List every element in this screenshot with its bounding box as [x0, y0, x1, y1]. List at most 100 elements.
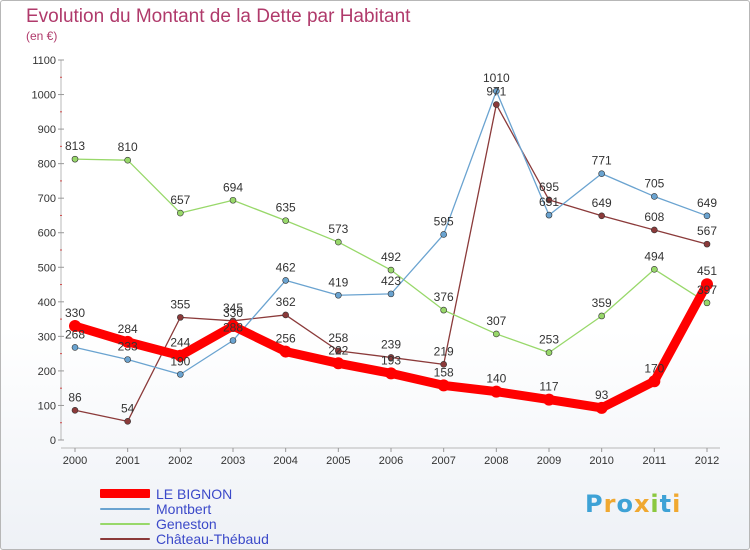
- data-label-1: 705: [644, 176, 664, 190]
- data-label-2: 813: [65, 139, 85, 153]
- legend-swatch-geneston: [100, 522, 150, 525]
- y-tick-label: 100: [38, 400, 56, 412]
- data-point-3: [598, 212, 605, 220]
- x-tick-label: 2002: [168, 455, 192, 467]
- data-point-1: [598, 170, 605, 177]
- data-point-2: [229, 196, 237, 204]
- data-point-0: [174, 349, 187, 362]
- data-label-2: 657: [170, 193, 190, 207]
- data-point-3: [440, 361, 447, 368]
- data-label-3: 219: [434, 344, 454, 358]
- x-tick-label: 2006: [379, 455, 403, 467]
- y-tick-label: 200: [38, 366, 56, 378]
- data-point-1: [335, 291, 342, 299]
- y-tick-label: 1000: [32, 90, 56, 102]
- data-point-3: [177, 314, 184, 321]
- y-tick-label: 700: [38, 193, 56, 205]
- legend-item-le-bignon: LE BIGNON: [100, 485, 269, 502]
- data-label-2: 397: [697, 283, 717, 297]
- data-label-1: 771: [592, 154, 612, 168]
- data-label-0: 330: [223, 306, 243, 320]
- data-point-2: [387, 266, 395, 274]
- data-label-3: 239: [381, 337, 401, 351]
- data-point-2: [598, 312, 605, 320]
- data-point-3: [124, 418, 131, 425]
- data-label-0: 140: [486, 372, 506, 386]
- data-point-0: [385, 367, 397, 380]
- data-label-3: 258: [328, 331, 348, 345]
- legend-item-geneston: Geneston: [100, 515, 269, 532]
- data-label-1: 651: [539, 195, 559, 209]
- data-label-0: 93: [595, 388, 609, 402]
- data-point-1: [124, 356, 131, 363]
- data-label-2: 253: [539, 333, 559, 347]
- data-point-2: [493, 330, 500, 338]
- data-point-0: [648, 375, 661, 388]
- data-point-2: [440, 306, 447, 314]
- data-label-2: 810: [118, 140, 138, 154]
- data-point-3: [71, 406, 79, 414]
- data-label-2: 494: [644, 249, 664, 263]
- x-tick-label: 2004: [273, 455, 297, 467]
- data-label-3: 649: [592, 196, 612, 210]
- data-point-2: [177, 209, 184, 217]
- data-label-2: 694: [223, 180, 243, 194]
- y-tick-label: 0: [50, 435, 56, 447]
- data-label-1: 190: [170, 354, 190, 368]
- legend-label-le-bignon: LE BIGNON: [156, 485, 233, 502]
- x-tick-label: 2011: [643, 455, 667, 467]
- legend: LE BIGNON Montbert Geneston Château-Théb…: [100, 485, 269, 547]
- data-label-2: 307: [486, 314, 506, 328]
- y-tick-label: 500: [38, 262, 56, 274]
- legend-swatch-le-bignon: [100, 489, 150, 498]
- data-point-2: [651, 266, 658, 273]
- data-point-2: [124, 156, 131, 164]
- data-point-3: [703, 240, 711, 248]
- data-label-3: 608: [644, 210, 664, 224]
- data-label-1: 419: [328, 275, 348, 289]
- y-tick-label: 400: [38, 297, 56, 309]
- data-point-3: [651, 226, 658, 234]
- data-label-0: 256: [276, 332, 296, 346]
- data-point-1: [545, 211, 553, 219]
- data-label-3: 362: [276, 295, 296, 309]
- data-label-2: 359: [592, 296, 612, 310]
- data-point-0: [595, 401, 608, 414]
- x-tick-label: 2000: [63, 455, 87, 467]
- data-label-3: 54: [121, 401, 135, 415]
- data-point-1: [229, 337, 237, 344]
- data-label-1: 462: [276, 260, 296, 274]
- y-tick-label: 300: [38, 331, 56, 343]
- data-point-0: [490, 385, 503, 398]
- data-point-3: [493, 101, 500, 108]
- proxiti-logo: Proxiti: [585, 490, 682, 518]
- data-label-2: 376: [434, 290, 454, 304]
- data-label-0: 158: [434, 365, 454, 379]
- data-point-1: [440, 231, 447, 238]
- data-point-2: [703, 299, 711, 307]
- data-point-3: [335, 347, 342, 355]
- data-point-0: [332, 357, 345, 370]
- data-label-0: 451: [697, 264, 717, 278]
- data-point-1: [71, 344, 79, 351]
- legend-label-geneston: Geneston: [156, 515, 217, 532]
- x-tick-label: 2007: [431, 455, 455, 467]
- data-label-0: 244: [170, 336, 190, 350]
- data-label-2: 635: [276, 201, 296, 215]
- data-label-3: 695: [539, 180, 559, 194]
- data-point-3: [282, 311, 289, 319]
- data-label-1: 595: [434, 214, 454, 228]
- x-tick-label: 2012: [695, 455, 719, 467]
- data-point-2: [71, 155, 79, 163]
- legend-label-chateau-thebaud: Château-Thébaud: [156, 530, 269, 547]
- data-point-0: [69, 320, 81, 332]
- data-label-0: 330: [65, 306, 85, 320]
- data-point-2: [545, 349, 553, 356]
- data-point-1: [651, 193, 658, 200]
- x-tick-label: 2009: [537, 455, 561, 467]
- data-point-0: [701, 278, 713, 291]
- legend-item-montbert: Montbert: [100, 501, 269, 517]
- legend-swatch-montbert: [100, 507, 150, 510]
